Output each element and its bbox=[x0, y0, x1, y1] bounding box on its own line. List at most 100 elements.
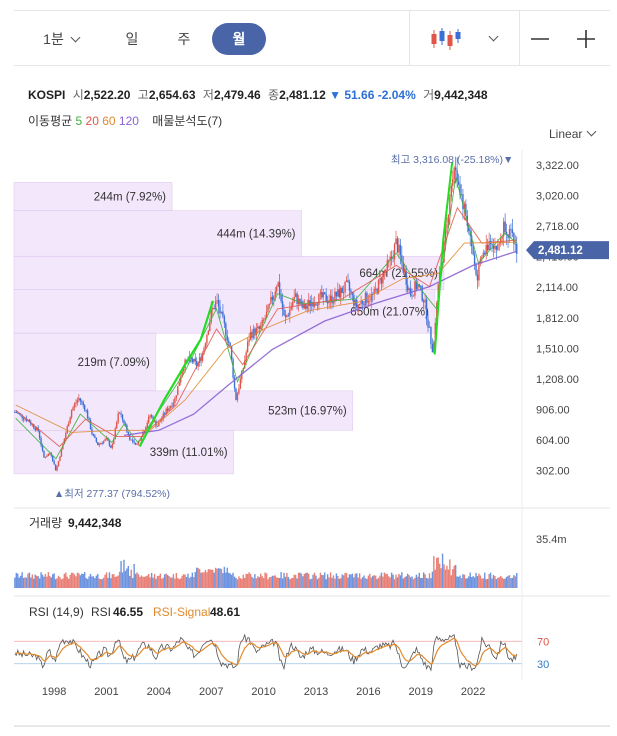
volume-bar bbox=[197, 568, 199, 588]
moving-average-60 bbox=[15, 241, 517, 433]
candle-body bbox=[40, 438, 42, 446]
ma-periods: 5 20 60 120 bbox=[76, 114, 139, 128]
volume-bar bbox=[150, 573, 153, 588]
candle-body bbox=[111, 444, 114, 448]
candle-body bbox=[276, 286, 278, 292]
candle-body bbox=[463, 203, 466, 209]
volume-bar bbox=[257, 576, 259, 588]
candle-body bbox=[373, 288, 375, 295]
tab-week[interactable]: 주 bbox=[164, 23, 204, 55]
volume-bar bbox=[30, 577, 32, 588]
candle-body bbox=[206, 334, 208, 344]
tab-1min[interactable]: 1분 bbox=[26, 23, 96, 55]
candle-body bbox=[412, 295, 415, 297]
tab-month[interactable]: 월 bbox=[212, 23, 266, 55]
candle-body bbox=[433, 341, 435, 353]
volume-bar bbox=[262, 578, 265, 588]
candle-body bbox=[473, 254, 476, 265]
volume-bar bbox=[239, 578, 242, 588]
x-tick-label: 2007 bbox=[199, 686, 223, 698]
candle-body bbox=[280, 295, 282, 302]
candle-body bbox=[225, 323, 227, 336]
rsi-signal-value: 48.61 bbox=[210, 605, 240, 619]
zoom-in-button[interactable] bbox=[574, 27, 598, 51]
scale-selector[interactable]: Linear bbox=[549, 126, 597, 141]
volume-bar bbox=[443, 564, 445, 588]
volume-bar bbox=[120, 561, 122, 588]
volume-bar bbox=[216, 568, 218, 588]
volume-bar bbox=[162, 577, 164, 588]
volume-bar bbox=[232, 572, 234, 588]
volume-bar bbox=[489, 572, 492, 588]
candle-body bbox=[210, 309, 212, 322]
trend-line-drawing bbox=[433, 161, 454, 355]
volume-bar bbox=[276, 577, 278, 588]
volume-bar bbox=[417, 576, 419, 588]
x-tick-label: 2019 bbox=[409, 686, 433, 698]
candle-body bbox=[312, 302, 314, 307]
volume-bar bbox=[354, 573, 356, 588]
candle-body bbox=[264, 317, 266, 320]
volume-bar bbox=[65, 572, 67, 588]
candle-body bbox=[75, 402, 77, 405]
volume-bar bbox=[516, 572, 518, 588]
volume-bar bbox=[292, 577, 294, 588]
volume-bar bbox=[63, 573, 66, 588]
volume-bar bbox=[376, 578, 378, 588]
candle-body bbox=[44, 457, 47, 458]
tab-day[interactable]: 일 bbox=[112, 23, 152, 55]
candle-body bbox=[38, 431, 41, 439]
volume-bar bbox=[220, 568, 223, 588]
volume-bar bbox=[414, 577, 416, 588]
candle-body bbox=[431, 343, 434, 353]
volume-bar bbox=[191, 572, 194, 588]
volume-bar bbox=[286, 572, 288, 588]
volume-bar bbox=[274, 575, 276, 588]
volume-bar bbox=[267, 579, 269, 588]
candle-body bbox=[54, 464, 57, 471]
candle-body bbox=[95, 437, 98, 443]
rsi-line bbox=[14, 634, 518, 672]
high-value: 2,654.63 bbox=[148, 88, 196, 102]
candle-body bbox=[437, 284, 439, 304]
volume-bar bbox=[356, 573, 358, 588]
ma-label[interactable]: 이동평균 bbox=[28, 114, 73, 128]
volume-bar bbox=[313, 572, 316, 588]
volume-bar bbox=[153, 574, 156, 588]
volume-bar bbox=[190, 576, 192, 588]
candle-body bbox=[169, 405, 172, 408]
candle-body bbox=[254, 328, 256, 336]
candle-body bbox=[172, 403, 175, 407]
candle-body bbox=[271, 296, 274, 301]
volume-bar bbox=[60, 579, 63, 588]
zoom-out-button[interactable] bbox=[528, 27, 552, 51]
volume-bar bbox=[337, 575, 339, 588]
volume-bar bbox=[287, 576, 290, 588]
candle-body bbox=[229, 342, 231, 347]
candle-body bbox=[246, 342, 249, 353]
volume-bar bbox=[107, 577, 109, 588]
volume-bar bbox=[476, 576, 479, 588]
volume-bar bbox=[421, 578, 423, 588]
volume-profile-label[interactable]: 매물분석도(7) bbox=[152, 114, 223, 128]
volume-bar bbox=[94, 578, 96, 588]
candle-body bbox=[424, 299, 426, 303]
chart-type-selector[interactable] bbox=[426, 25, 506, 53]
volume-bar bbox=[265, 573, 268, 588]
candle-body bbox=[476, 274, 479, 281]
volume-bar bbox=[97, 573, 99, 588]
candle-body bbox=[514, 243, 517, 245]
candle-body bbox=[100, 443, 102, 444]
volume-bar bbox=[351, 573, 354, 588]
volume-bar bbox=[383, 572, 386, 588]
volume-bar bbox=[315, 575, 317, 588]
candle-body bbox=[292, 302, 294, 307]
volume-bar bbox=[290, 578, 292, 588]
volume-bar bbox=[133, 563, 135, 588]
candle-body bbox=[430, 327, 432, 344]
candle-body bbox=[385, 269, 387, 272]
candle-body bbox=[129, 434, 131, 440]
volume-bar bbox=[35, 575, 38, 588]
volume-bar bbox=[475, 572, 477, 588]
